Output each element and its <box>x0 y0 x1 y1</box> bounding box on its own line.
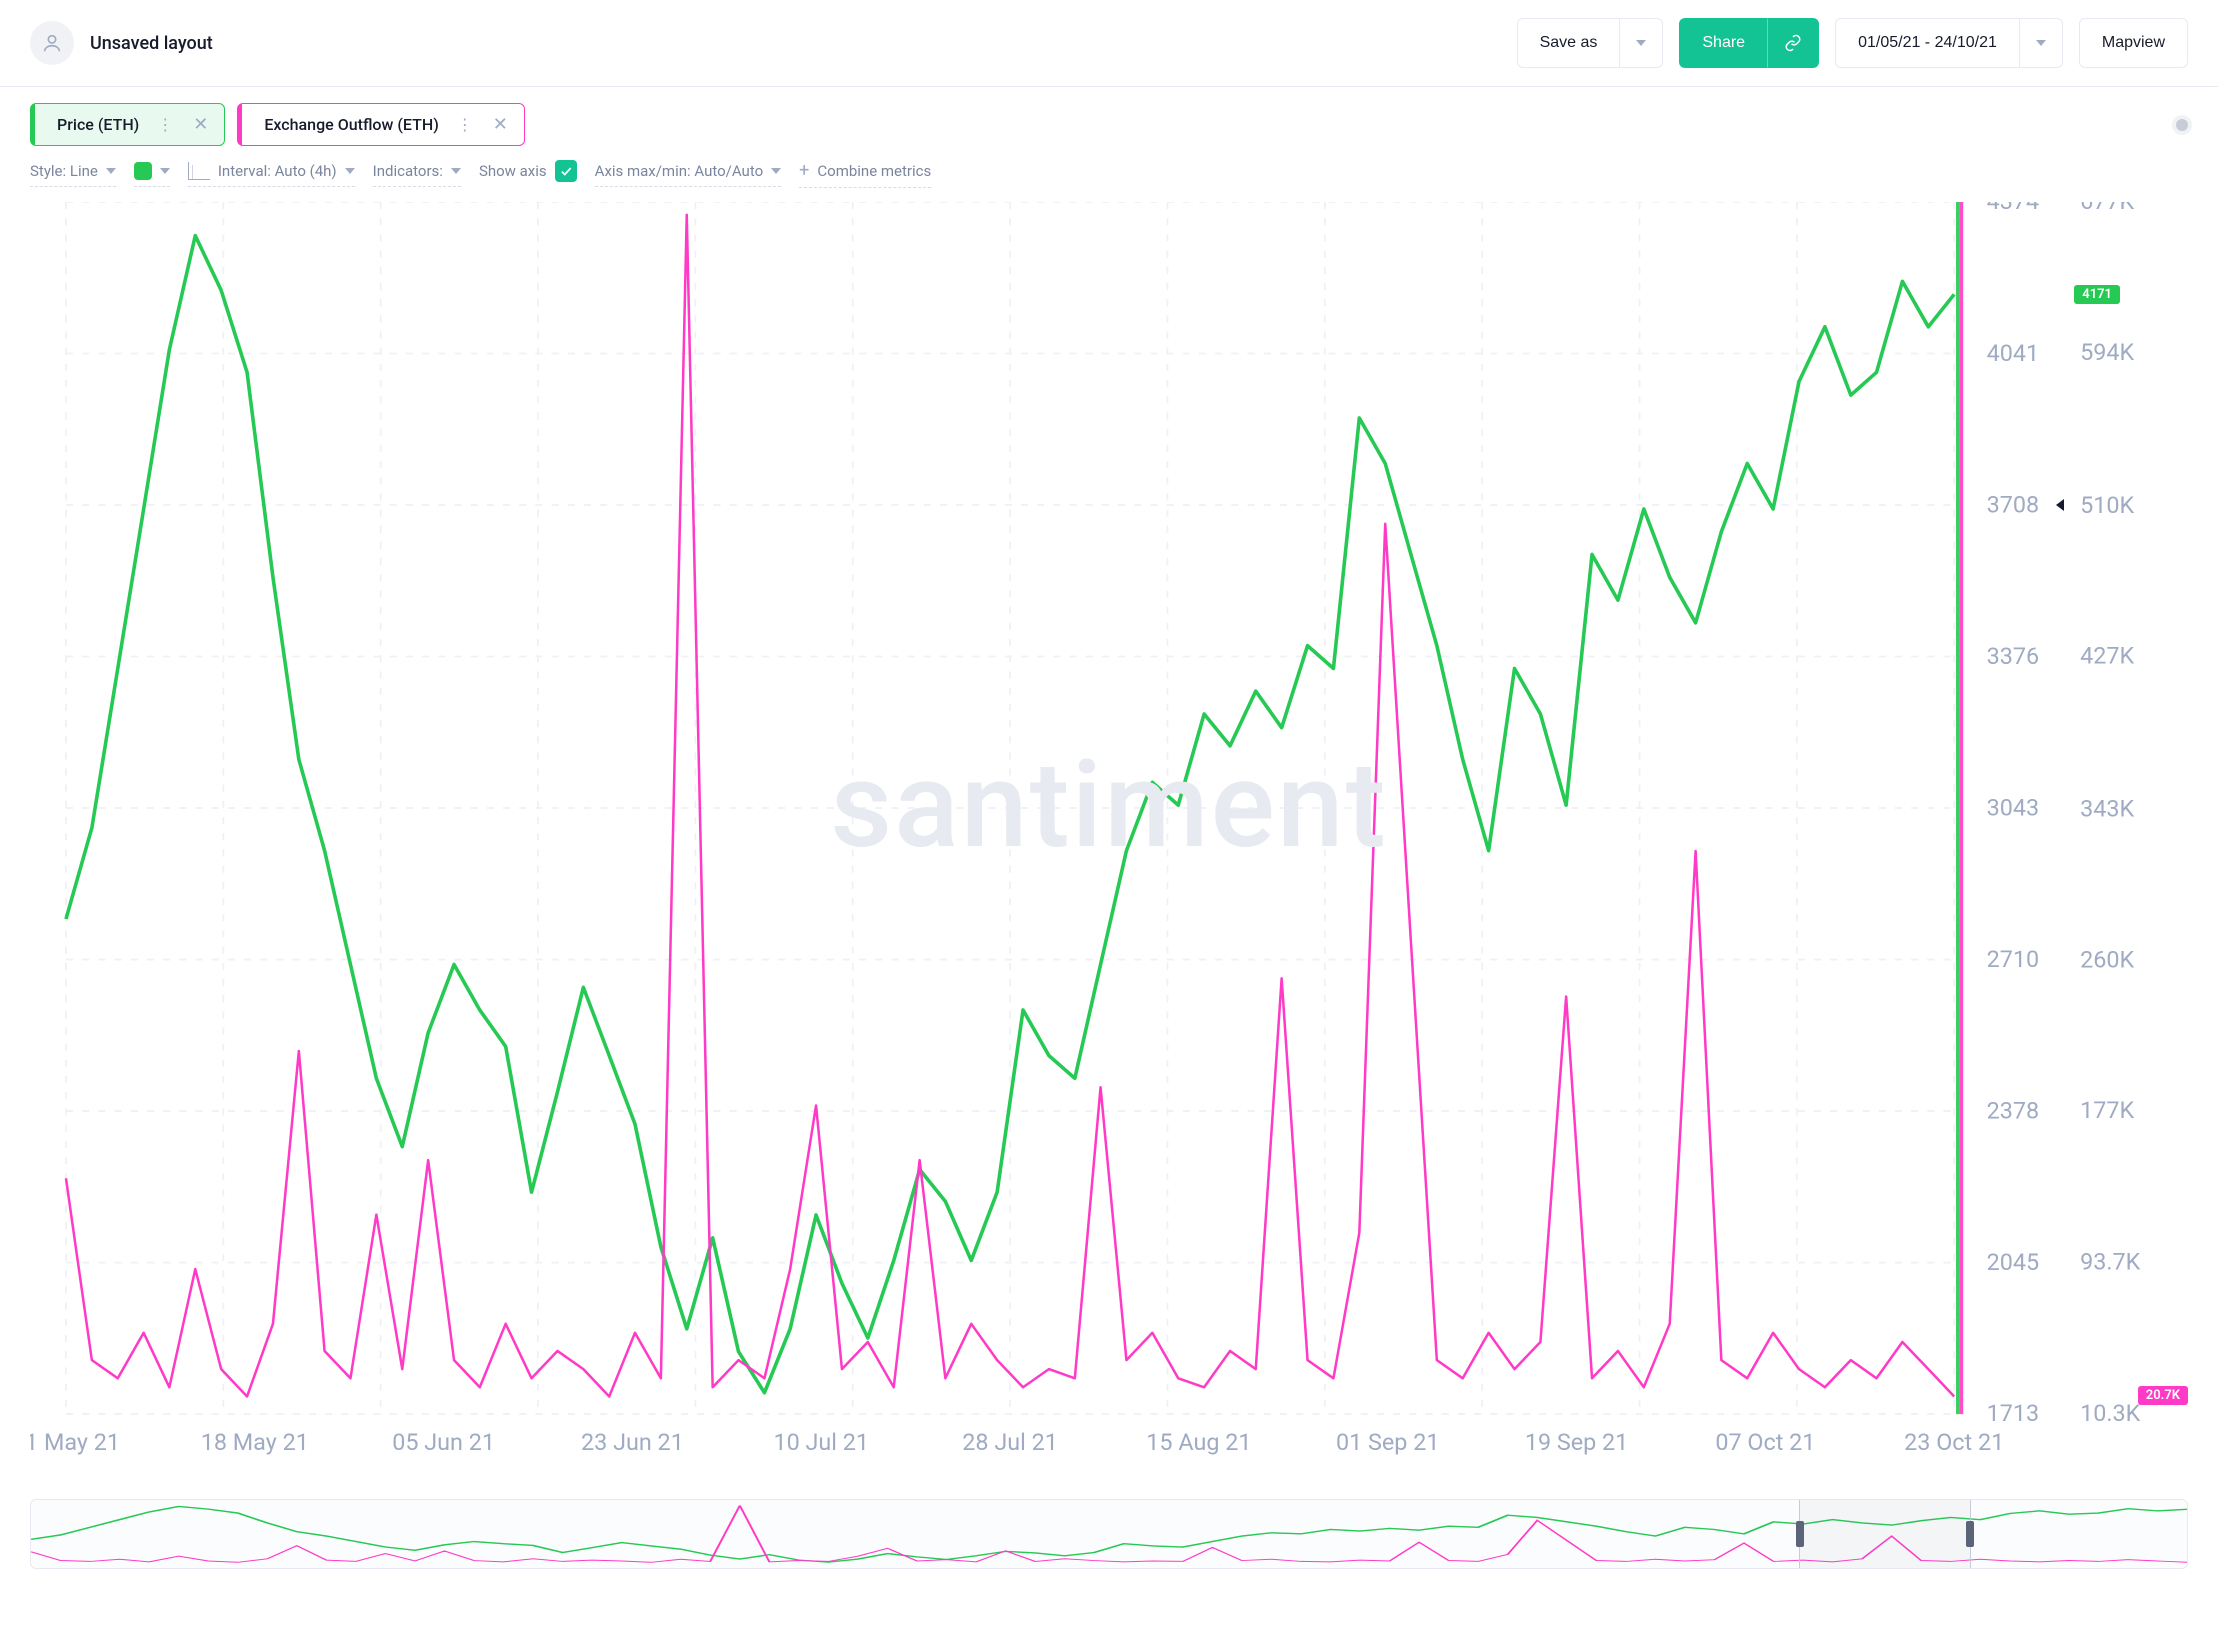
combine-metrics-button[interactable]: + Combine metrics <box>799 160 931 188</box>
share-label: Share <box>1702 34 1745 52</box>
svg-text:01 Sep 21: 01 Sep 21 <box>1336 1428 1439 1456</box>
chevron-down-icon <box>771 168 781 174</box>
save-as-caret[interactable] <box>1619 18 1663 68</box>
metric-chip[interactable]: Exchange Outflow (ETH) ⋮ ✕ <box>237 103 525 146</box>
layout-title: Unsaved layout <box>90 33 213 54</box>
svg-text:177K: 177K <box>2080 1096 2134 1124</box>
metric-chip-label: Price (ETH) <box>57 115 139 134</box>
svg-text:594K: 594K <box>2080 338 2134 366</box>
series-color-selector[interactable] <box>134 162 170 187</box>
axis-minmax-label: Axis max/min: Auto/Auto <box>595 162 764 180</box>
save-as-label: Save as <box>1540 34 1598 52</box>
user-avatar[interactable] <box>30 21 74 65</box>
svg-text:3708: 3708 <box>1987 491 2040 519</box>
svg-text:93.7K: 93.7K <box>2080 1248 2141 1276</box>
svg-text:01 May 21: 01 May 21 <box>30 1428 120 1456</box>
svg-text:10.3K: 10.3K <box>2080 1399 2141 1427</box>
svg-text:10 Jul 21: 10 Jul 21 <box>773 1428 869 1456</box>
checkbox-checked-icon <box>555 160 577 182</box>
chip-color-bar <box>238 104 242 145</box>
svg-text:4374: 4374 <box>1987 202 2040 215</box>
app-root: Unsaved layout Save as Share 01/05/21 - … <box>0 0 2218 1569</box>
save-as-group: Save as <box>1517 18 1664 68</box>
metric-chips-row: Price (ETH) ⋮ ✕ Exchange Outflow (ETH) ⋮ ✕ <box>0 87 2218 146</box>
date-range-button[interactable]: 01/05/21 - 24/10/21 <box>1835 18 2019 68</box>
chip-menu-icon[interactable]: ⋮ <box>151 115 179 134</box>
header-bar: Unsaved layout Save as Share 01/05/21 - … <box>0 0 2218 87</box>
chevron-down-icon <box>2036 40 2046 46</box>
chip-menu-icon[interactable]: ⋮ <box>451 115 479 134</box>
scrubber-window[interactable] <box>1799 1500 1972 1568</box>
chart-canvas[interactable]: santiment 437440413708337630432710237820… <box>30 202 2188 1461</box>
chart-area: santiment 437440413708337630432710237820… <box>0 198 2218 1481</box>
chevron-down-icon <box>160 168 170 174</box>
series-value-badge: 4171 <box>2074 285 2120 304</box>
link-icon <box>1784 34 1802 52</box>
svg-text:3376: 3376 <box>1987 642 2040 670</box>
svg-text:23 Oct 21: 23 Oct 21 <box>1904 1428 2004 1456</box>
svg-text:2378: 2378 <box>1987 1096 2040 1124</box>
chevron-down-icon <box>106 168 116 174</box>
svg-text:2045: 2045 <box>1987 1248 2040 1276</box>
indicators-selector[interactable]: Indicators: <box>373 162 461 187</box>
svg-text:28 Jul 21: 28 Jul 21 <box>962 1428 1058 1456</box>
metric-chip-label: Exchange Outflow (ETH) <box>264 115 438 134</box>
chevron-down-icon <box>345 168 355 174</box>
chart-toolbar: Style: Line Interval: Auto (4h) Indicato… <box>0 146 2218 198</box>
svg-text:3043: 3043 <box>1987 793 2040 821</box>
scrubber-handle-left[interactable] <box>1796 1521 1804 1547</box>
metric-chip[interactable]: Price (ETH) ⋮ ✕ <box>30 103 225 146</box>
interval-selector[interactable]: Interval: Auto (4h) <box>188 162 355 187</box>
series-value-badge: 20.7K <box>2138 1386 2188 1405</box>
share-group: Share <box>1679 18 1819 68</box>
svg-text:18 May 21: 18 May 21 <box>201 1428 309 1456</box>
date-range-label: 01/05/21 - 24/10/21 <box>1858 34 1997 52</box>
user-icon <box>41 32 63 54</box>
axis-cursor-marker-icon <box>2056 499 2064 511</box>
date-range-caret[interactable] <box>2019 18 2063 68</box>
chip-color-bar <box>31 104 35 145</box>
svg-text:260K: 260K <box>2080 945 2134 973</box>
svg-text:05 Jun 21: 05 Jun 21 <box>392 1428 495 1456</box>
svg-text:677K: 677K <box>2080 202 2134 215</box>
color-swatch-icon <box>134 162 152 180</box>
mapview-button[interactable]: Mapview <box>2079 18 2188 68</box>
axis-minmax-selector[interactable]: Axis max/min: Auto/Auto <box>595 162 782 187</box>
range-scrubber[interactable] <box>30 1499 2188 1569</box>
save-as-button[interactable]: Save as <box>1517 18 1620 68</box>
svg-text:07 Oct 21: 07 Oct 21 <box>1715 1428 1815 1456</box>
svg-text:2710: 2710 <box>1987 945 2040 973</box>
chip-close-icon[interactable]: ✕ <box>191 114 210 135</box>
scrubber-handle-right[interactable] <box>1966 1521 1974 1547</box>
indicators-label: Indicators: <box>373 162 443 180</box>
chip-close-icon[interactable]: ✕ <box>491 114 510 135</box>
share-link-button[interactable] <box>1767 18 1819 68</box>
chevron-down-icon <box>451 168 461 174</box>
svg-text:19 Sep 21: 19 Sep 21 <box>1525 1428 1628 1456</box>
svg-text:15 Aug 21: 15 Aug 21 <box>1146 1428 1251 1456</box>
chevron-down-icon <box>1636 40 1646 46</box>
record-indicator-icon <box>2176 119 2188 131</box>
share-button[interactable]: Share <box>1679 18 1767 68</box>
plus-icon: + <box>799 160 809 181</box>
svg-text:23 Jun 21: 23 Jun 21 <box>581 1428 684 1456</box>
style-selector[interactable]: Style: Line <box>30 162 116 187</box>
show-axis-toggle[interactable]: Show axis <box>479 160 577 188</box>
axis-icon <box>188 162 210 180</box>
interval-label: Interval: Auto (4h) <box>218 162 337 180</box>
style-label: Style: Line <box>30 162 98 180</box>
date-range-group: 01/05/21 - 24/10/21 <box>1835 18 2063 68</box>
mapview-label: Mapview <box>2102 34 2165 52</box>
svg-text:510K: 510K <box>2080 491 2134 519</box>
svg-text:1713: 1713 <box>1987 1399 2040 1427</box>
svg-text:4041: 4041 <box>1987 339 2040 367</box>
svg-text:343K: 343K <box>2080 794 2134 822</box>
combine-label: Combine metrics <box>817 162 931 180</box>
show-axis-label: Show axis <box>479 162 547 180</box>
svg-text:427K: 427K <box>2080 642 2134 670</box>
